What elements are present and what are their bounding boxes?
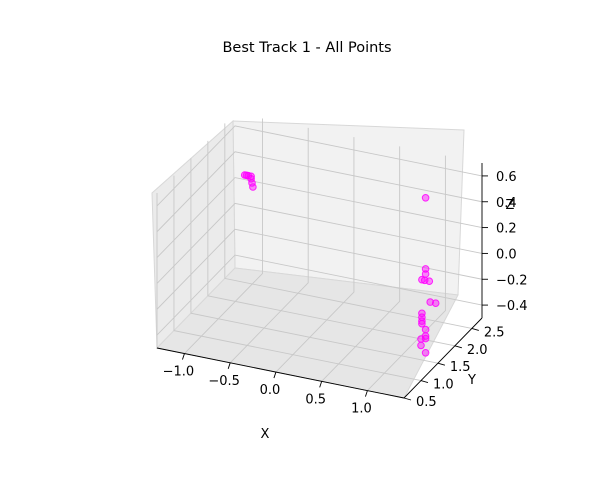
data-point <box>418 319 426 328</box>
y-tick <box>420 380 429 384</box>
chart-title: Best Track 1 - All Points <box>222 40 391 56</box>
y-tick <box>454 345 462 349</box>
z-grid-line <box>156 125 483 207</box>
data-point <box>421 349 430 357</box>
y-tick-label: 1.5 <box>450 360 471 375</box>
x-tick <box>227 362 231 369</box>
y-axis-line <box>403 317 483 399</box>
y-tick-label: 0.5 <box>416 395 437 410</box>
y-axis-label: Y <box>467 373 476 388</box>
x-grid-line <box>275 137 355 373</box>
x-axis-label: X <box>261 427 270 442</box>
axes: −1.0 −0.5 0.0 0.5 1.0 0.5 1.0 1.5 2.0 2.5 −0.4 −0.2… <box>156 163 528 417</box>
data-point <box>418 309 426 318</box>
data-points <box>240 171 440 357</box>
z-tick-label: 0.2 <box>496 222 517 237</box>
z-axis-label: Z <box>506 198 515 213</box>
y-tick <box>471 328 479 331</box>
y-grid-line <box>224 123 472 329</box>
x-tick-label: 0.5 <box>305 392 326 407</box>
x-tick <box>273 371 277 379</box>
data-point <box>425 277 434 286</box>
data-point <box>418 317 426 325</box>
data-point <box>418 275 426 284</box>
x-tick-label: 1.0 <box>351 402 372 417</box>
z-tick-label: −0.4 <box>496 299 528 314</box>
x-tick-label: −0.5 <box>208 374 240 389</box>
z-tick-label: 0.0 <box>496 247 517 262</box>
z-grid-line <box>156 177 483 258</box>
x-grid-line <box>321 146 401 382</box>
data-point <box>421 265 430 273</box>
z-tick-label: 0.6 <box>496 170 517 185</box>
x-grid-line <box>367 155 446 391</box>
y-grid-line <box>207 140 455 347</box>
z-grid-line <box>156 202 483 284</box>
y-grid-line <box>190 158 439 364</box>
y-tick-label: 2.0 <box>467 343 488 358</box>
x-tick <box>182 353 185 360</box>
z-tick-label: 0.4 <box>496 196 517 211</box>
y-grid-line <box>173 175 422 382</box>
z-grid-line <box>156 254 483 336</box>
data-point <box>417 335 425 343</box>
z-grid-line <box>156 151 483 233</box>
y-tick-label: 2.5 <box>484 325 505 340</box>
data-point <box>431 299 440 308</box>
data-point <box>421 194 430 202</box>
x-grid-line <box>229 127 309 364</box>
y-tick <box>403 397 412 401</box>
y-tick-label: 1.0 <box>433 378 454 393</box>
x-tick <box>319 381 323 388</box>
x-tick-label: 0.0 <box>260 383 281 398</box>
z-grid-line <box>156 228 483 310</box>
z-tick-label: −0.2 <box>496 273 528 288</box>
x-tick-label: −1.0 <box>163 365 195 380</box>
data-point <box>421 325 430 334</box>
x-tick <box>364 390 368 397</box>
y-tick <box>437 362 446 366</box>
data-point <box>417 341 425 350</box>
x-grid-line <box>184 118 263 354</box>
x-axis-line <box>156 347 405 399</box>
data-point <box>249 183 257 191</box>
data-point <box>426 298 435 306</box>
